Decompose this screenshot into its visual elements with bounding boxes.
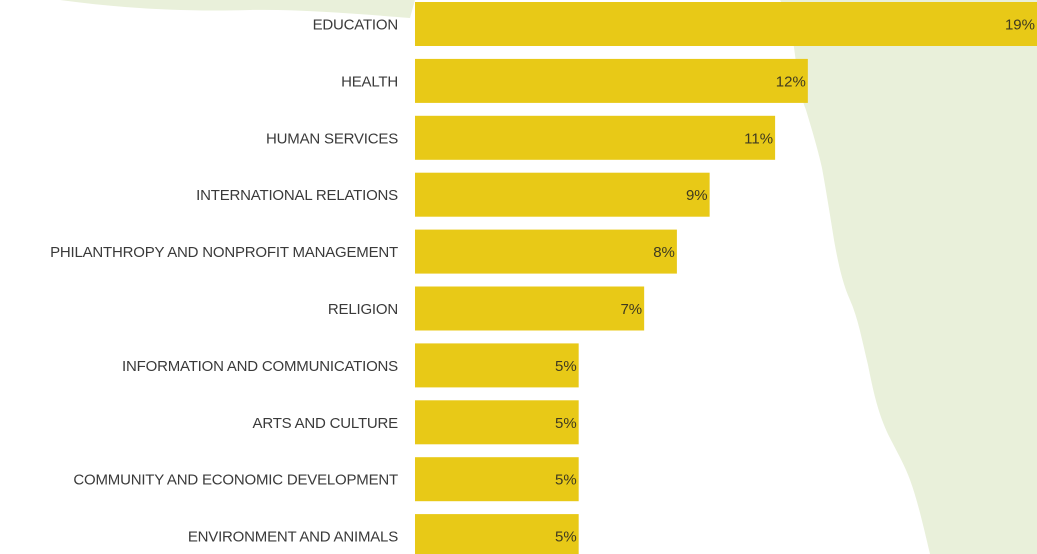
category-label: PHILANTHROPY AND NONPROFIT MANAGEMENT	[50, 244, 398, 261]
category-label: EDUCATION	[313, 17, 398, 34]
bar-row: RELIGION 7%	[328, 286, 645, 331]
bar-row: EDUCATION 19%	[313, 2, 1037, 46]
bar	[415, 172, 710, 217]
category-label: ENVIRONMENT AND ANIMALS	[188, 529, 398, 546]
value-label: 5%	[555, 415, 577, 432]
bar	[415, 457, 579, 502]
category-label: ARTS AND CULTURE	[253, 415, 399, 432]
bar	[415, 400, 579, 445]
category-label: INTERNATIONAL RELATIONS	[196, 187, 398, 204]
category-label: HUMAN SERVICES	[266, 130, 398, 147]
bar-row: INFORMATION AND COMMUNICATIONS 5%	[122, 343, 579, 388]
category-label: HEALTH	[341, 73, 398, 90]
bar	[415, 115, 776, 160]
bar-row: PHILANTHROPY AND NONPROFIT MANAGEMENT 8%	[50, 229, 677, 274]
bar-row: HUMAN SERVICES 11%	[266, 115, 776, 160]
bar	[415, 2, 1037, 46]
value-label: 12%	[776, 73, 806, 90]
value-label: 5%	[555, 472, 577, 489]
bar	[415, 286, 645, 331]
bar	[415, 514, 579, 554]
category-label: COMMUNITY AND ECONOMIC DEVELOPMENT	[73, 472, 398, 489]
category-label: INFORMATION AND COMMUNICATIONS	[122, 358, 398, 375]
value-label: 5%	[555, 529, 577, 546]
bar-row: HEALTH 12%	[341, 58, 808, 103]
value-label: 5%	[555, 358, 577, 375]
bar	[415, 58, 808, 103]
value-label: 11%	[744, 130, 773, 147]
value-label: 7%	[620, 301, 642, 318]
map-land-shape-top	[60, 0, 415, 18]
value-label: 19%	[1005, 17, 1035, 34]
bar	[415, 343, 579, 388]
value-label: 8%	[653, 244, 675, 261]
bar-row: INTERNATIONAL RELATIONS 9%	[196, 172, 710, 217]
bar-row: ARTS AND CULTURE 5%	[253, 400, 579, 445]
bar-row: ENVIRONMENT AND ANIMALS 5%	[188, 514, 579, 554]
bar-row: COMMUNITY AND ECONOMIC DEVELOPMENT 5%	[73, 457, 579, 502]
value-label: 9%	[686, 187, 708, 204]
bar	[415, 229, 677, 274]
category-label: RELIGION	[328, 301, 398, 318]
